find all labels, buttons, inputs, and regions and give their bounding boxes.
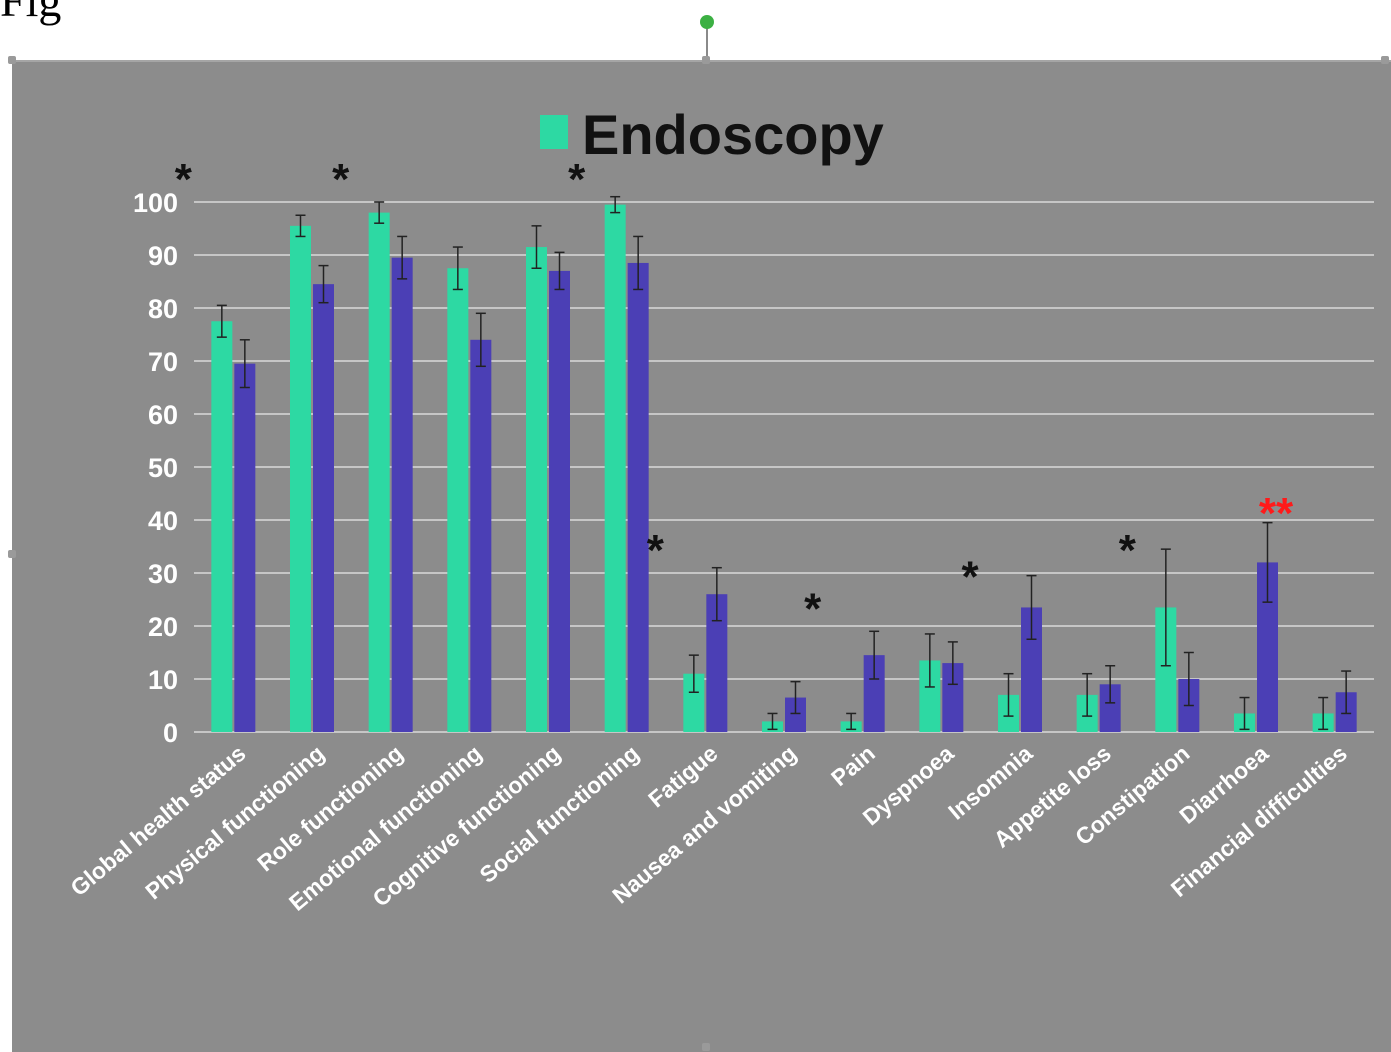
- y-tick-label-30: 30: [148, 559, 178, 589]
- bar-series2-11: [1099, 684, 1121, 732]
- document-caption-left: Fig: [0, 0, 62, 26]
- chart-frame[interactable]: 0 10 20 30 40 50 60 70 80 90 100 Global health stat…: [12, 60, 1391, 1052]
- bar-endoscopy-12: [1155, 607, 1177, 732]
- bar-series2-9: [942, 663, 964, 732]
- bar-endoscopy-3: [447, 268, 469, 732]
- resize-handle-top-right[interactable]: [1381, 56, 1389, 64]
- significance-marker-3: *: [647, 526, 665, 575]
- bar-series2-0: [234, 363, 256, 732]
- bar-endoscopy-0: [211, 321, 233, 732]
- bar-endoscopy-2: [368, 212, 390, 733]
- rotate-handle-stem: [706, 28, 708, 60]
- y-tick-label-20: 20: [148, 612, 178, 642]
- category-label-8: Pain: [826, 740, 880, 791]
- bar-endoscopy-6: [683, 673, 705, 732]
- significance-marker-6: *: [1119, 526, 1137, 575]
- document-heading: Fig: [0, 0, 1391, 34]
- y-tick-label-100: 100: [133, 188, 178, 218]
- significance-marker-5: *: [961, 553, 979, 602]
- y-tick-label-50: 50: [148, 453, 178, 483]
- bar-endoscopy-9: [919, 660, 941, 732]
- legend-label-endoscopy: Endoscopy: [582, 103, 884, 166]
- bar-series2-7: [785, 697, 806, 732]
- y-tick-label-60: 60: [148, 400, 178, 430]
- y-tick-label-40: 40: [148, 506, 178, 536]
- resize-handle-bottom-center[interactable]: [702, 1043, 710, 1051]
- bar-endoscopy-1: [290, 225, 311, 732]
- y-tick-label-80: 80: [148, 294, 178, 324]
- significance-marker-7: **: [1259, 489, 1294, 538]
- resize-handle-top-center[interactable]: [702, 56, 710, 64]
- y-tick-label-0: 0: [163, 718, 178, 748]
- bar-series2-1: [313, 284, 334, 732]
- bar-series2-13: [1257, 562, 1278, 732]
- resize-handle-top-left[interactable]: [8, 56, 16, 64]
- significance-marker-1: *: [332, 155, 350, 204]
- resize-handle-middle-left[interactable]: [8, 550, 16, 558]
- bar-series2-5: [627, 262, 649, 732]
- bar-series2-2: [391, 257, 413, 732]
- bar-endoscopy-5: [604, 204, 626, 732]
- y-tick-label-10: 10: [148, 665, 178, 695]
- bar-series2-8: [863, 655, 885, 732]
- bar-endoscopy-4: [526, 247, 547, 733]
- y-tick-label-70: 70: [148, 347, 178, 377]
- bar-series2-6: [706, 594, 728, 732]
- bar-series2-10: [1021, 607, 1042, 732]
- bar-series2-4: [549, 270, 570, 732]
- legend-swatch-endoscopy: [540, 115, 568, 149]
- rotate-handle[interactable]: [700, 15, 714, 29]
- significance-marker-4: *: [804, 585, 822, 634]
- bar-series2-3: [470, 339, 492, 732]
- significance-marker-0: *: [175, 155, 193, 204]
- significance-marker-2: *: [568, 155, 586, 204]
- y-tick-label-90: 90: [148, 241, 178, 271]
